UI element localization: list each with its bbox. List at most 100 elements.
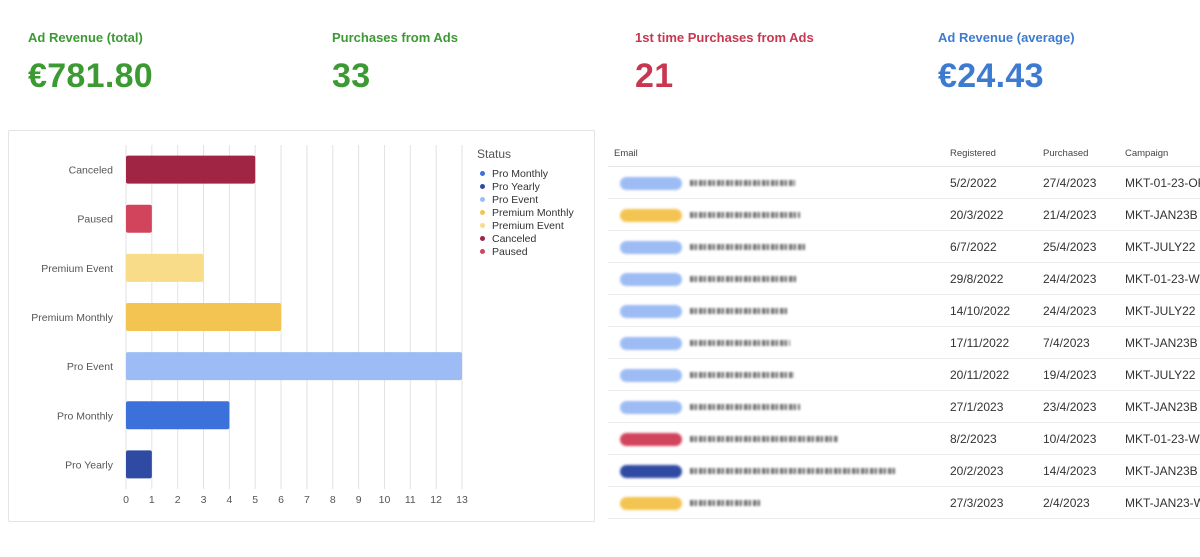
bar <box>126 155 256 184</box>
legend-item[interactable]: Canceled <box>477 232 574 245</box>
registered-cell: 14/10/2022 <box>944 294 1037 327</box>
metric-value: 33 <box>332 57 371 95</box>
legend-label: Premium Event <box>492 219 564 232</box>
header-registered[interactable]: Registered <box>944 140 1037 167</box>
table-row[interactable]: 20/3/2022 21/4/2023 MKT-JAN23B <box>608 198 1200 231</box>
redacted-email <box>690 372 794 379</box>
metric-first-time-purchases: 1st time Purchases from Ads 21 <box>635 30 814 96</box>
email-cell <box>608 390 944 423</box>
legend-item[interactable]: Paused <box>477 245 574 258</box>
status-badge <box>620 432 682 446</box>
campaign-cell: MKT-JAN23B <box>1119 198 1200 231</box>
bar <box>126 401 230 430</box>
table-row[interactable]: 20/11/2022 19/4/2023 MKT-JULY22 <box>608 358 1200 391</box>
status-badge <box>620 464 682 478</box>
email-cell <box>608 454 944 487</box>
email-cell <box>608 358 944 391</box>
chart-legend: Status Pro Monthly Pro Yearly Pro Event Pre… <box>477 147 574 258</box>
x-tick-label: 3 <box>201 494 207 506</box>
bar <box>126 352 462 381</box>
table-row[interactable]: 29/8/2022 24/4/2023 MKT-01-23-WE <box>608 262 1200 295</box>
x-tick-label: 11 <box>405 494 416 506</box>
email-cell <box>608 262 944 295</box>
legend-dot-icon <box>480 223 485 228</box>
metric-ad-revenue-total: Ad Revenue (total) €781.80 <box>28 30 153 96</box>
legend-title: Status <box>477 147 512 161</box>
purchased-cell: 27/4/2023 <box>1037 166 1119 199</box>
purchased-cell: 7/4/2023 <box>1037 326 1119 359</box>
status-badge <box>620 368 682 382</box>
legend-dot-icon <box>480 210 485 215</box>
x-tick-label: 5 <box>252 494 258 506</box>
legend-label: Paused <box>492 245 528 258</box>
registered-cell: 27/1/2023 <box>944 390 1037 423</box>
bar <box>126 204 152 233</box>
legend-item[interactable]: Pro Monthly <box>477 167 574 180</box>
campaign-cell: MKT-01-23-OF <box>1119 166 1200 199</box>
registered-cell: 5/2/2022 <box>944 166 1037 199</box>
table-row[interactable]: 14/10/2022 24/4/2023 MKT-JULY22 <box>608 294 1200 327</box>
x-tick-label: 7 <box>304 494 310 506</box>
table-row[interactable]: 17/11/2022 7/4/2023 MKT-JAN23B <box>608 326 1200 359</box>
y-category-label: Premium Monthly <box>31 312 113 324</box>
purchased-cell: 21/4/2023 <box>1037 198 1119 231</box>
bar <box>126 450 152 479</box>
legend-item[interactable]: Premium Event <box>477 219 574 232</box>
table-row[interactable]: 8/2/2023 10/4/2023 MKT-01-23-WE <box>608 422 1200 455</box>
status-badge <box>620 336 682 350</box>
status-badge <box>620 176 682 190</box>
registered-cell: 17/11/2022 <box>944 326 1037 359</box>
campaign-cell: MKT-JULY22 <box>1119 230 1200 263</box>
x-tick-label: 4 <box>226 494 232 506</box>
legend-dot-icon <box>480 249 485 254</box>
table-row[interactable]: 5/2/2022 27/4/2023 MKT-01-23-OF <box>608 166 1200 199</box>
legend-item[interactable]: Pro Event <box>477 193 574 206</box>
legend-dot-icon <box>480 184 485 189</box>
status-badge <box>620 304 682 318</box>
metric-label: Ad Revenue (total) <box>28 30 143 45</box>
y-category-label: Canceled <box>69 165 114 177</box>
table-row[interactable]: 27/1/2023 23/4/2023 MKT-JAN23B <box>608 390 1200 423</box>
purchased-cell: 23/4/2023 <box>1037 390 1119 423</box>
registered-cell: 6/7/2022 <box>944 230 1037 263</box>
legend-item[interactable]: Premium Monthly <box>477 206 574 219</box>
legend-dot-icon <box>480 236 485 241</box>
y-category-label: Premium Event <box>41 263 113 275</box>
x-tick-label: 0 <box>123 494 129 506</box>
table-row[interactable]: 20/2/2023 14/4/2023 MKT-JAN23B <box>608 454 1200 487</box>
redacted-email <box>690 404 800 411</box>
header-campaign[interactable]: Campaign <box>1119 140 1200 167</box>
legend-items: Pro Monthly Pro Yearly Pro Event Premium Mo… <box>477 167 574 258</box>
purchased-cell: 25/4/2023 <box>1037 230 1119 263</box>
campaign-cell: MKT-JAN23B <box>1119 454 1200 487</box>
header-purchased[interactable]: Purchased <box>1037 140 1119 167</box>
registered-cell: 27/3/2023 <box>944 486 1037 519</box>
purchases-table-container[interactable]: Email Registered Purchased Campaign 5/2/… <box>608 140 1200 557</box>
status-badge <box>620 272 682 286</box>
table-row[interactable]: 6/7/2022 25/4/2023 MKT-JULY22 <box>608 230 1200 263</box>
campaign-cell: MKT-JAN23B <box>1119 326 1200 359</box>
header-email[interactable]: Email <box>608 140 944 167</box>
status-badge <box>620 496 682 510</box>
x-tick-label: 2 <box>175 494 181 506</box>
bar <box>126 253 204 282</box>
registered-cell: 8/2/2023 <box>944 422 1037 455</box>
registered-cell: 20/11/2022 <box>944 358 1037 391</box>
x-tick-label: 1 <box>149 494 155 506</box>
campaign-cell: MKT-JULY22 <box>1119 294 1200 327</box>
email-cell <box>608 230 944 263</box>
legend-label: Pro Event <box>492 193 539 206</box>
purchased-cell: 24/4/2023 <box>1037 294 1119 327</box>
redacted-email <box>690 308 788 315</box>
legend-dot-icon <box>480 197 485 202</box>
redacted-email <box>690 212 800 219</box>
legend-item[interactable]: Pro Yearly <box>477 180 574 193</box>
redacted-email <box>690 436 838 443</box>
purchased-cell: 10/4/2023 <box>1037 422 1119 455</box>
x-tick-label: 6 <box>278 494 284 506</box>
status-bar-chart: 0 1 2 3 4 5 6 7 8 9 10 11 12 13 Canceled Paused Premium … <box>8 130 595 522</box>
x-tick-label: 9 <box>356 494 362 506</box>
email-cell <box>608 326 944 359</box>
purchased-cell: 2/4/2023 <box>1037 486 1119 519</box>
